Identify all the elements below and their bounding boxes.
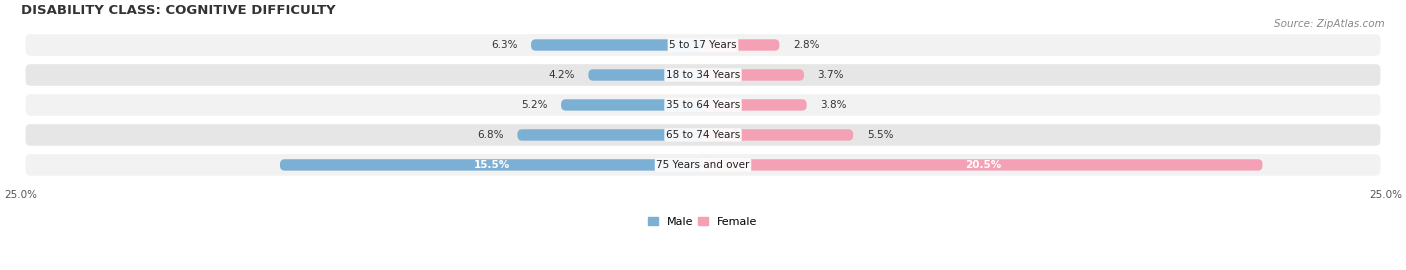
Text: 6.8%: 6.8% xyxy=(477,130,503,140)
Text: 18 to 34 Years: 18 to 34 Years xyxy=(666,70,740,80)
FancyBboxPatch shape xyxy=(25,34,1381,56)
FancyBboxPatch shape xyxy=(703,69,804,81)
FancyBboxPatch shape xyxy=(25,64,1381,86)
Text: 4.2%: 4.2% xyxy=(548,70,575,80)
Text: 15.5%: 15.5% xyxy=(474,160,509,170)
Text: 65 to 74 Years: 65 to 74 Years xyxy=(666,130,740,140)
FancyBboxPatch shape xyxy=(588,69,703,81)
Text: 75 Years and over: 75 Years and over xyxy=(657,160,749,170)
FancyBboxPatch shape xyxy=(703,99,807,111)
FancyBboxPatch shape xyxy=(703,159,1263,171)
Text: 3.8%: 3.8% xyxy=(820,100,846,110)
Legend: Male, Female: Male, Female xyxy=(644,212,762,231)
FancyBboxPatch shape xyxy=(561,99,703,111)
Text: 35 to 64 Years: 35 to 64 Years xyxy=(666,100,740,110)
FancyBboxPatch shape xyxy=(703,39,779,51)
Text: Source: ZipAtlas.com: Source: ZipAtlas.com xyxy=(1274,19,1385,29)
Text: 3.7%: 3.7% xyxy=(818,70,844,80)
Text: 6.3%: 6.3% xyxy=(491,40,517,50)
FancyBboxPatch shape xyxy=(517,129,703,141)
Text: DISABILITY CLASS: COGNITIVE DIFFICULTY: DISABILITY CLASS: COGNITIVE DIFFICULTY xyxy=(21,4,335,17)
FancyBboxPatch shape xyxy=(25,154,1381,176)
Text: 20.5%: 20.5% xyxy=(965,160,1001,170)
Text: 5.5%: 5.5% xyxy=(866,130,893,140)
Text: 2.8%: 2.8% xyxy=(793,40,820,50)
FancyBboxPatch shape xyxy=(703,129,853,141)
Text: 5.2%: 5.2% xyxy=(522,100,547,110)
Text: 5 to 17 Years: 5 to 17 Years xyxy=(669,40,737,50)
FancyBboxPatch shape xyxy=(25,124,1381,146)
FancyBboxPatch shape xyxy=(531,39,703,51)
FancyBboxPatch shape xyxy=(25,94,1381,116)
FancyBboxPatch shape xyxy=(280,159,703,171)
